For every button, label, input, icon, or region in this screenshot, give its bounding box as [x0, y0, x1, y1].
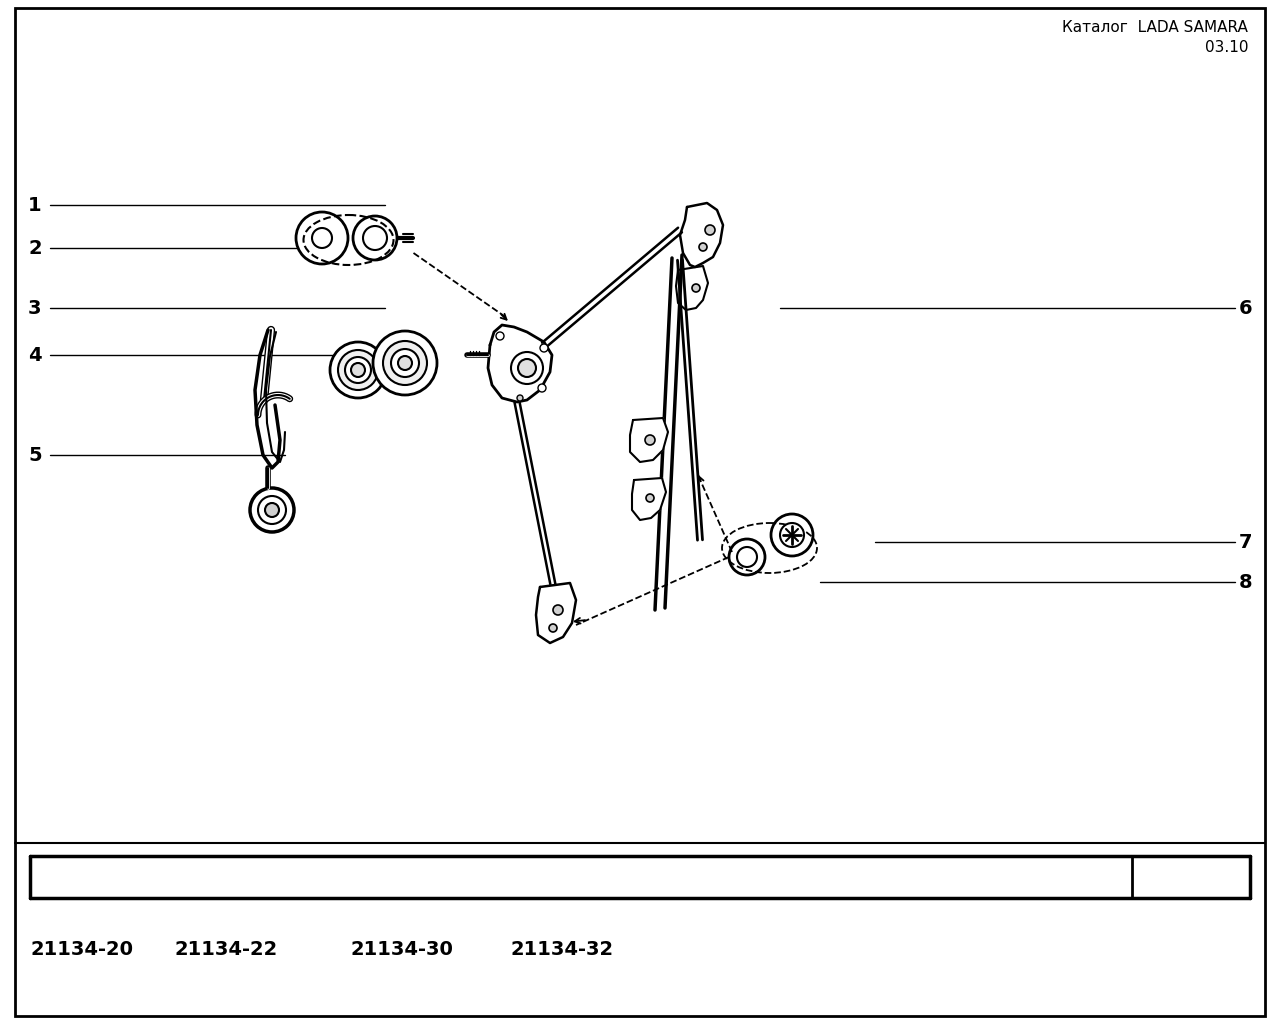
Circle shape — [351, 363, 365, 377]
Text: 21134-30: 21134-30 — [349, 940, 453, 959]
Circle shape — [730, 539, 765, 575]
Polygon shape — [536, 583, 576, 643]
Circle shape — [296, 212, 348, 264]
Bar — [29, 856, 1251, 898]
Text: 21134-20: 21134-20 — [29, 940, 133, 959]
Circle shape — [645, 435, 655, 445]
Circle shape — [338, 350, 378, 390]
Circle shape — [540, 344, 548, 352]
Circle shape — [250, 488, 294, 532]
Circle shape — [312, 228, 332, 248]
Circle shape — [737, 547, 756, 567]
Circle shape — [646, 494, 654, 502]
Circle shape — [780, 523, 804, 547]
Text: 6: 6 — [1238, 298, 1252, 318]
Circle shape — [346, 357, 371, 383]
Text: 1: 1 — [28, 195, 42, 214]
Text: 5: 5 — [28, 445, 42, 465]
Text: 21134-32: 21134-32 — [509, 940, 613, 959]
Circle shape — [265, 503, 279, 517]
Circle shape — [553, 605, 563, 615]
Polygon shape — [630, 418, 668, 461]
Circle shape — [518, 359, 536, 377]
Text: 7: 7 — [1239, 533, 1252, 551]
Circle shape — [771, 514, 813, 556]
Circle shape — [497, 332, 504, 340]
Circle shape — [372, 331, 436, 395]
Circle shape — [705, 225, 716, 235]
Circle shape — [549, 624, 557, 632]
Circle shape — [511, 352, 543, 384]
Polygon shape — [488, 325, 552, 402]
Text: 3: 3 — [28, 298, 41, 318]
Text: 2: 2 — [28, 239, 42, 257]
Circle shape — [330, 342, 387, 398]
Text: 03.10: 03.10 — [1204, 40, 1248, 55]
Text: 8: 8 — [1238, 573, 1252, 591]
Circle shape — [364, 226, 387, 250]
Text: СТЕКЛОПОДЪЕМНИКИ  ПЕРЕДНИХ  ДВЕРЕЙ: СТЕКЛОПОДЪЕМНИКИ ПЕРЕДНИХ ДВЕРЕЙ — [282, 864, 881, 890]
Circle shape — [353, 216, 397, 260]
Text: Каталог  LADA SAMARA: Каталог LADA SAMARA — [1062, 20, 1248, 35]
Text: 4: 4 — [28, 345, 42, 364]
Circle shape — [398, 356, 412, 370]
Circle shape — [538, 384, 547, 392]
Polygon shape — [676, 266, 708, 310]
Circle shape — [692, 284, 700, 292]
Circle shape — [259, 496, 285, 524]
Polygon shape — [632, 478, 666, 520]
Text: М361: М361 — [1155, 865, 1228, 889]
Circle shape — [699, 243, 707, 251]
Circle shape — [517, 395, 524, 401]
Circle shape — [383, 341, 428, 385]
Text: 21134-22: 21134-22 — [175, 940, 278, 959]
Circle shape — [390, 349, 419, 377]
Polygon shape — [680, 203, 723, 268]
